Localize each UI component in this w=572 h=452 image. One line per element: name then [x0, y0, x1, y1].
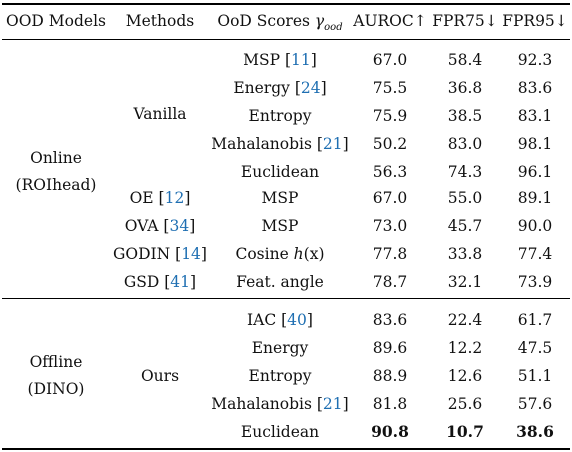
- bottom-rule: [2, 448, 570, 450]
- table-cell-fpr95: 51.1: [517, 367, 553, 385]
- table-cell-fpr95: 96.1: [517, 163, 553, 181]
- table-row-score: Cosine h(x): [235, 245, 325, 263]
- table-cell-auroc: 67.0: [372, 51, 408, 69]
- table-cell-auroc: 75.9: [372, 107, 408, 125]
- table-cell-fpr75: 12.6: [447, 367, 483, 385]
- method-ours: Ours: [140, 367, 180, 385]
- table-cell-auroc: 77.8: [372, 245, 408, 263]
- header-fpr95: FPR95↓: [502, 12, 568, 30]
- header-rule: [2, 39, 570, 40]
- table-cell-auroc: 50.2: [372, 135, 408, 153]
- table-row-score: MSP [11]: [243, 51, 317, 69]
- table-cell-auroc: 88.9: [372, 367, 408, 385]
- header-ood-models: OOD Models: [6, 12, 106, 30]
- table-row-score: Entropy: [248, 107, 312, 125]
- method-oe: OE [12]: [129, 189, 191, 207]
- citation-link[interactable]: 24: [300, 79, 321, 97]
- citation-link[interactable]: 11: [291, 51, 311, 69]
- group-offline-label: Offline: [29, 353, 83, 371]
- table-row-score: MSP: [261, 217, 299, 235]
- group-online-sublabel: (ROIhead): [15, 176, 97, 194]
- table-cell-auroc: 78.7: [372, 273, 408, 291]
- method-vanilla: Vanilla: [133, 105, 187, 123]
- table-cell-fpr75: 55.0: [447, 189, 483, 207]
- table-cell-fpr95: 83.1: [517, 107, 553, 125]
- citation-link[interactable]: 21: [322, 135, 343, 153]
- table-cell-fpr95: 98.1: [517, 135, 553, 153]
- citation-link[interactable]: 34: [169, 217, 190, 235]
- table-cell-fpr95: 47.5: [517, 339, 553, 357]
- citation-link[interactable]: 41: [170, 273, 191, 291]
- group-online-label: Online: [30, 149, 82, 167]
- method-godin: GODIN [14]: [113, 245, 207, 263]
- table-row-score: Feat. angle: [236, 273, 324, 291]
- header-auroc: AUROC↑: [353, 12, 427, 30]
- method-gsd: GSD [41]: [123, 273, 197, 291]
- table-row-score: Entropy: [248, 367, 312, 385]
- table-row-score: Euclidean: [240, 163, 320, 181]
- table-cell-fpr75: 36.8: [447, 79, 483, 97]
- table-cell-fpr75-best: 10.7: [446, 422, 484, 441]
- table-cell-auroc: 83.6: [372, 311, 408, 329]
- table-cell-auroc-best: 90.8: [371, 422, 409, 441]
- table-cell-fpr75: 33.8: [447, 245, 483, 263]
- citation-link[interactable]: 40: [287, 311, 307, 329]
- table-row-score: Energy: [251, 339, 309, 357]
- table-cell-fpr75: 58.4: [447, 51, 483, 69]
- top-rule: [2, 3, 570, 5]
- table-row-score: Euclidean: [240, 423, 320, 441]
- table-cell-fpr75: 38.5: [447, 107, 483, 125]
- table-row-score: Energy [24]: [233, 79, 327, 97]
- group-offline-sublabel: (DINO): [27, 380, 85, 398]
- table-cell-fpr75: 74.3: [447, 163, 483, 181]
- table-cell-fpr95: 92.3: [517, 51, 553, 69]
- group-divider-rule: [2, 298, 570, 299]
- table-cell-fpr95: 77.4: [517, 245, 553, 263]
- header-methods: Methods: [125, 12, 195, 30]
- table-cell-auroc: 89.6: [372, 339, 408, 357]
- table-cell-auroc: 75.5: [372, 79, 408, 97]
- table-cell-fpr95: 90.0: [517, 217, 553, 235]
- table-cell-fpr75: 12.2: [447, 339, 483, 357]
- table-cell-auroc: 67.0: [372, 189, 408, 207]
- table-cell-fpr75: 45.7: [447, 217, 483, 235]
- method-ova: OVA [34]: [124, 217, 196, 235]
- table-cell-fpr75: 22.4: [447, 311, 483, 329]
- header-fpr75: FPR75↓: [432, 12, 498, 30]
- table-cell-fpr75: 32.1: [447, 273, 483, 291]
- citation-link[interactable]: 14: [181, 245, 201, 263]
- table-row-score: Mahalanobis [21]: [211, 135, 349, 153]
- citation-link[interactable]: 21: [322, 395, 343, 413]
- header-ood-scores: OoD Scores γood: [217, 12, 343, 34]
- table-cell-auroc: 73.0: [372, 217, 408, 235]
- table-cell-auroc: 56.3: [372, 163, 408, 181]
- table-cell-fpr95: 73.9: [517, 273, 553, 291]
- table-cell-fpr95: 89.1: [517, 189, 553, 207]
- table-cell-fpr75: 25.6: [447, 395, 483, 413]
- table-cell-auroc: 81.8: [372, 395, 408, 413]
- citation-link[interactable]: 12: [164, 189, 185, 207]
- table-cell-fpr95: 61.7: [517, 311, 553, 329]
- table-cell-fpr95: 83.6: [517, 79, 553, 97]
- table-row-score: Mahalanobis [21]: [211, 395, 349, 413]
- table-cell-fpr75: 83.0: [447, 135, 483, 153]
- table-cell-fpr95: 57.6: [517, 395, 553, 413]
- table-row-score: IAC [40]: [247, 311, 313, 329]
- table-row-score: MSP: [261, 189, 299, 207]
- table-cell-fpr95-best: 38.6: [516, 422, 554, 441]
